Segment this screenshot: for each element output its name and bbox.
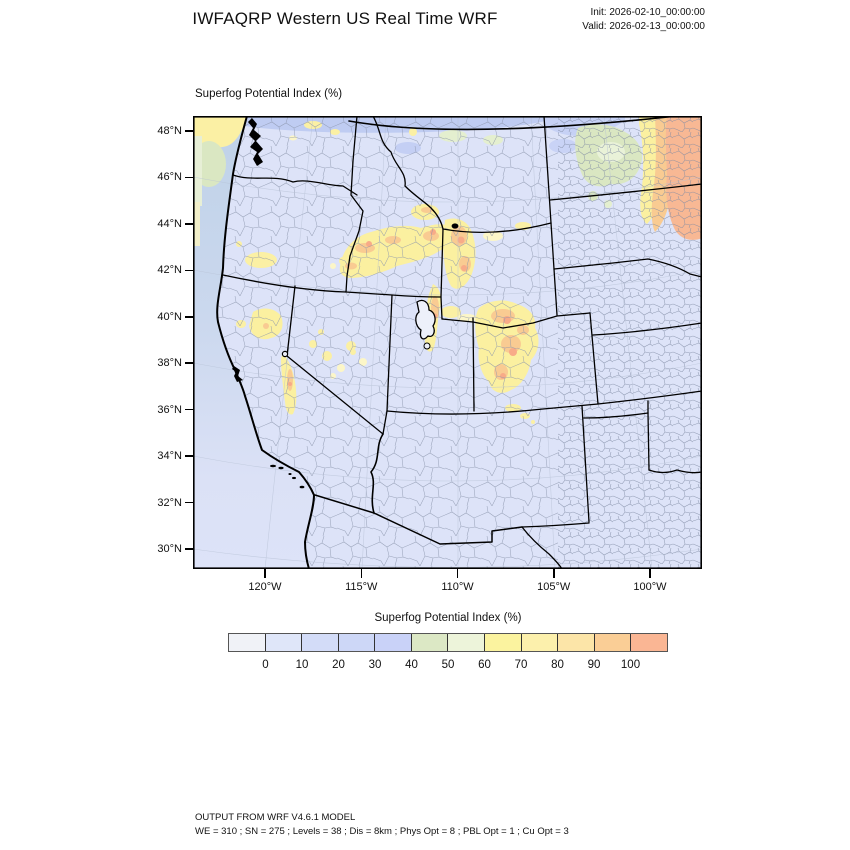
lake-tahoe	[281, 350, 289, 358]
lon-tick-mark	[649, 569, 651, 578]
lat-tick-label: 32°N	[157, 496, 182, 509]
model-info-line1: OUTPUT FROM WRF V4.6.1 MODEL	[195, 812, 356, 823]
colorbar-cell	[229, 634, 266, 651]
colorbar-tick-label: 20	[332, 659, 345, 671]
graticule	[192, 115, 703, 570]
lat-tick-label: 48°N	[157, 125, 182, 137]
lat-tick-mark	[185, 316, 193, 318]
lon-tick-label: 120°W	[248, 581, 282, 593]
model-info: OUTPUT FROM WRF V4.6.1 MODEL WE = 310 ; …	[195, 811, 569, 838]
lon-tick-mark	[264, 569, 266, 578]
lat-tick-label: 30°N	[157, 542, 182, 555]
map-canvas	[192, 115, 703, 570]
colorbar-tick-label: 60	[478, 659, 491, 671]
colorbar-cell	[448, 634, 486, 651]
utah-lake	[423, 342, 431, 350]
map-svg	[192, 115, 703, 570]
yellowstone-lake	[451, 223, 459, 229]
model-info-line2: WE = 310 ; SN = 275 ; Levels = 38 ; Dis …	[195, 825, 569, 837]
colorbar-cell	[594, 634, 632, 651]
colorbar-tick-labels: 0 10 20 30 40 50 60 70 80 90 100	[228, 659, 668, 673]
colorbar-tick-label: 30	[368, 659, 382, 671]
lat-tick-mark	[185, 362, 193, 364]
lat-tick-label: 44°N	[157, 217, 182, 230]
lat-tick-label: 34°N	[157, 450, 182, 463]
colorbar-cell	[485, 634, 522, 651]
colorbar-cell	[411, 634, 449, 651]
colorbar-cell	[302, 634, 339, 651]
lat-tick-mark	[185, 176, 193, 179]
lat-tick-label: 38°N	[157, 357, 182, 370]
sf-bay	[232, 366, 243, 382]
lat-tick-mark	[185, 548, 193, 550]
colorbar-cell	[265, 634, 303, 651]
lat-tick-mark	[185, 501, 193, 504]
field-label: Superfog Potential Index (%)	[195, 88, 343, 100]
valid-time: Valid: 2026-02-13_00:00:00	[582, 21, 705, 32]
channel-islands	[270, 464, 305, 489]
colorbar-tick-label: 100	[620, 659, 641, 671]
lat-tick-mark	[185, 408, 193, 411]
lat-tick-label: 46°N	[157, 171, 182, 184]
lon-tick-label: 100°W	[633, 581, 667, 593]
lon-tick-label: 105°W	[537, 581, 571, 593]
colorbar-tick-label: 90	[587, 659, 601, 671]
page-title: IWFAQRP Western US Real Time WRF	[192, 9, 498, 28]
colorbar-tick-label: 0	[262, 659, 269, 671]
lon-tick-label: 110°W	[441, 581, 474, 593]
lat-tick-mark	[185, 269, 193, 272]
colorbar-cell	[375, 634, 412, 651]
lon-tick-label: 115°W	[345, 581, 378, 593]
colorbar-title: Superfog Potential Index (%)	[374, 612, 522, 624]
puget-sound	[248, 118, 263, 166]
lon-tick-mark	[456, 569, 459, 578]
colorbar-tick-label: 50	[441, 659, 455, 671]
colorbar-cell	[631, 634, 667, 651]
colorbar	[228, 633, 668, 652]
lat-tick-mark	[185, 455, 193, 457]
coastline	[216, 115, 459, 570]
great-salt-lake	[415, 299, 436, 340]
colorbar-cell	[558, 634, 595, 651]
colorbar-tick-label: 40	[405, 659, 418, 671]
colorbar-cell	[338, 634, 376, 651]
lat-tick-label: 36°N	[157, 403, 182, 416]
county-boundaries	[217, 116, 702, 569]
colorbar-tick-label: 10	[295, 659, 309, 671]
state-borders	[222, 115, 703, 570]
lat-tick-mark	[185, 130, 193, 132]
lon-tick-mark	[553, 569, 555, 578]
colorbar-tick-label: 80	[551, 659, 564, 671]
lat-tick-label: 42°N	[157, 264, 182, 277]
init-time: Init: 2026-02-10_00:00:00	[590, 7, 705, 18]
run-times: Init: 2026-02-10_00:00:00 Valid: 2026-02…	[582, 6, 705, 34]
colorbar-tick-label: 70	[514, 659, 528, 671]
map-frame	[193, 116, 702, 569]
colorbar-cell	[521, 634, 559, 651]
lon-tick-mark	[360, 569, 362, 578]
lat-tick-mark	[185, 223, 193, 225]
lat-tick-label: 40°N	[157, 310, 182, 323]
